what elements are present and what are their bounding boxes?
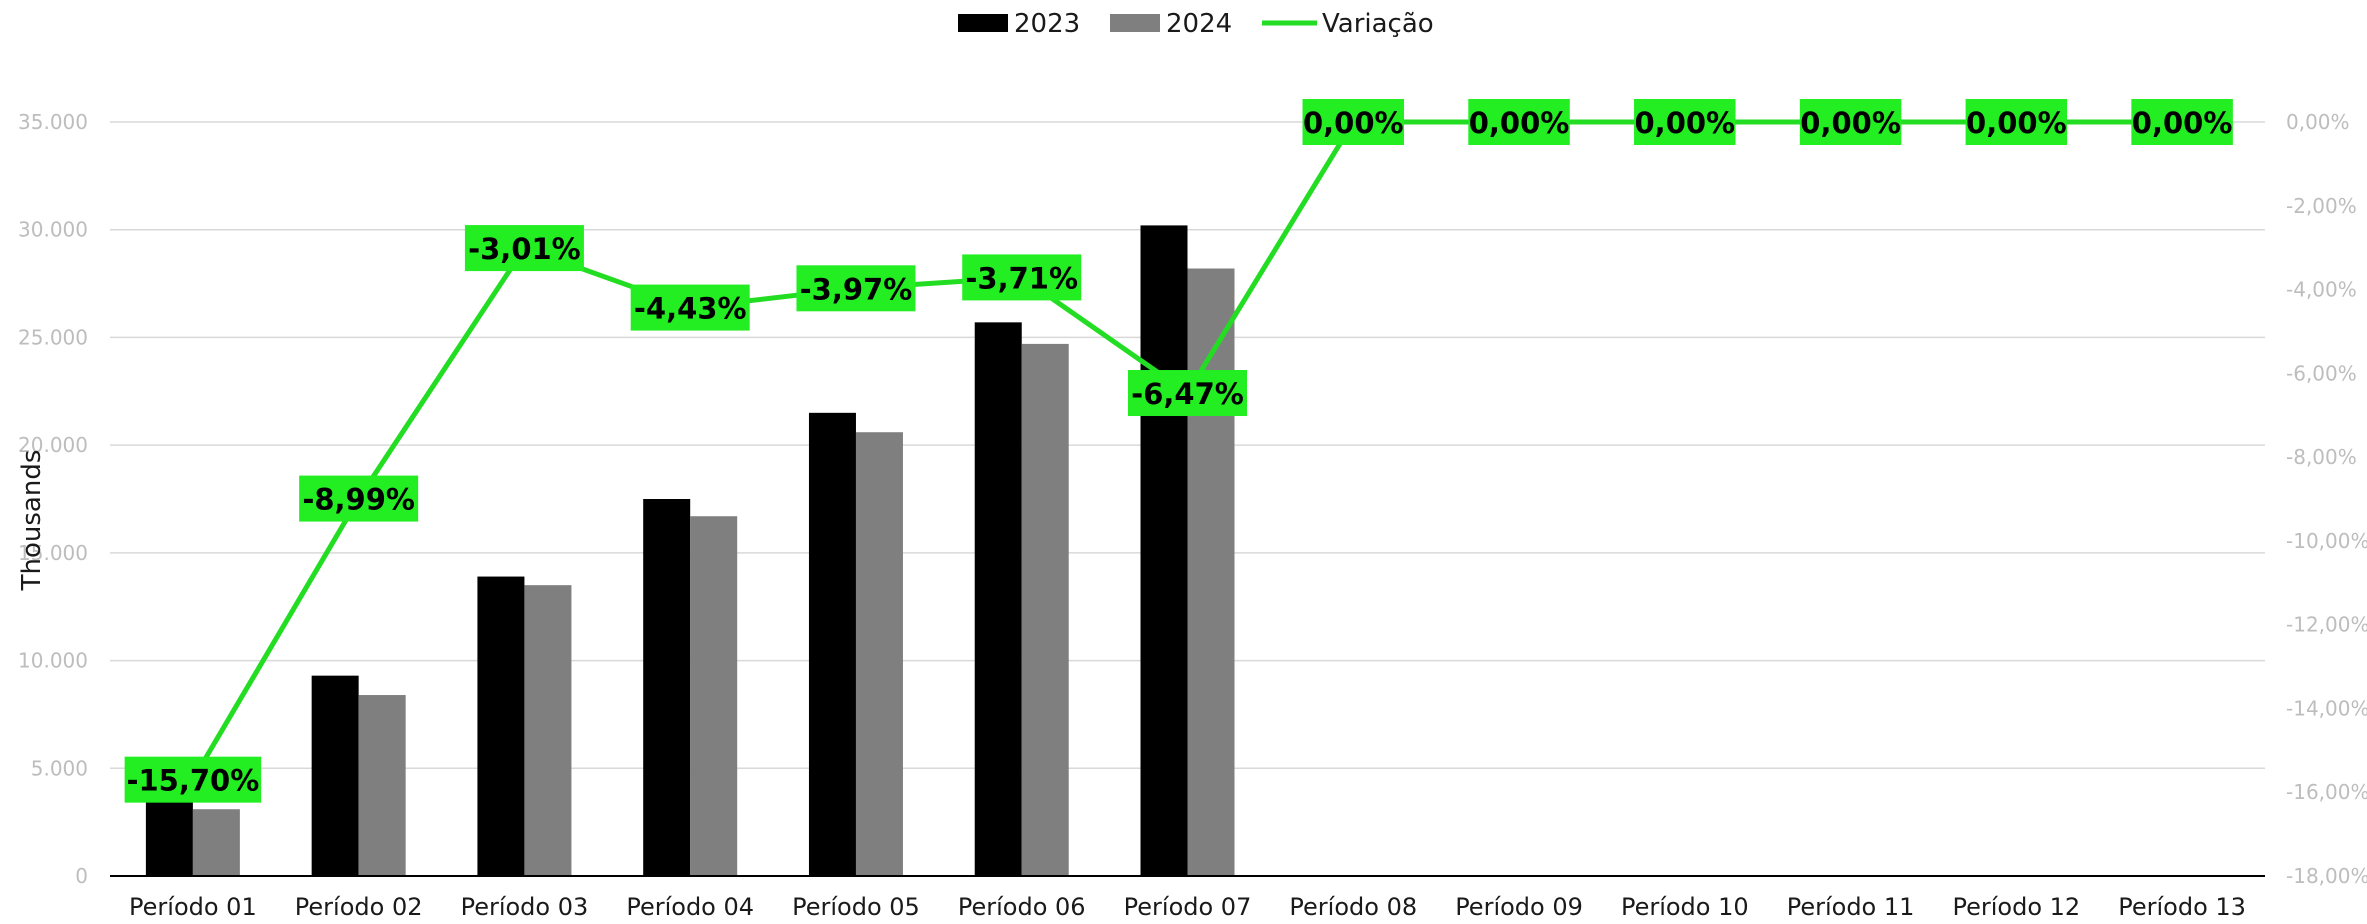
- y-tick-label: 15.000: [18, 541, 88, 565]
- data-label-box: [299, 475, 419, 522]
- data-label-box: [630, 284, 750, 331]
- data-label: -15,70%: [126, 764, 259, 798]
- data-label-box: [124, 756, 262, 803]
- bar-2023: [808, 412, 856, 876]
- data-label-box: [464, 225, 584, 272]
- y2-tick-label: -6,00%: [2286, 361, 2357, 385]
- x-tick-label: Período 10: [1621, 893, 1749, 920]
- y2-tick-label: -10,00%: [2286, 529, 2367, 553]
- x-tick-label: Período 13: [2118, 893, 2246, 920]
- data-label: 0,00%: [2132, 106, 2233, 140]
- axes: 0 5.000 10.000 15.000 20.000 25.000 30.000 35.0…: [18, 110, 2367, 921]
- y2-tick-label: -16,00%: [2286, 780, 2367, 804]
- bar-2023: [643, 499, 691, 876]
- x-tick-label: Período 01: [129, 893, 257, 920]
- bar-2024: [690, 516, 738, 876]
- bar-2023: [974, 322, 1022, 876]
- y2-tick-label: -14,00%: [2286, 696, 2367, 720]
- y-tick-label: 5.000: [31, 756, 88, 780]
- data-label: -6,47%: [1131, 377, 1244, 411]
- data-label: 0,00%: [1800, 106, 1901, 140]
- data-label: 0,00%: [1469, 106, 1570, 140]
- legend-swatch: [958, 14, 1008, 32]
- data-label-box: [1468, 99, 1570, 145]
- data-label-box: [2131, 99, 2233, 145]
- y2-tick-label: -8,00%: [2286, 445, 2357, 469]
- data-labels: -15,70% -8,99% -3,01% -4,43% -3,97% -3,71% -6,…: [124, 99, 2233, 803]
- x-tick-label: Período 04: [626, 893, 754, 920]
- y-tick-label: 0: [75, 864, 88, 888]
- x-tick-label: Período 08: [1289, 893, 1417, 920]
- data-label: -4,43%: [634, 292, 747, 326]
- data-label: 0,00%: [1966, 106, 2067, 140]
- legend: 2023 2024 Variação: [958, 9, 1434, 39]
- data-label: -8,99%: [302, 483, 415, 517]
- bar-2024: [1187, 268, 1235, 876]
- x-tick-label: Período 07: [1124, 893, 1252, 920]
- y-tick-label: 10.000: [18, 649, 88, 673]
- y2-tick-label: 0,00%: [2286, 110, 2350, 134]
- y-tick-label: 20.000: [18, 433, 88, 457]
- legend-label: Variação: [1322, 9, 1434, 39]
- y-tick-label: 25.000: [18, 325, 88, 349]
- data-label-box: [796, 265, 916, 312]
- x-tick-label: Período 12: [1953, 893, 2081, 920]
- data-label: 0,00%: [1303, 106, 1404, 140]
- data-label-box: [1128, 370, 1247, 417]
- bar-2023: [1140, 225, 1188, 877]
- bar-2024: [358, 695, 406, 876]
- data-label: -3,01%: [468, 232, 581, 266]
- x-tick-label: Período 11: [1787, 893, 1915, 920]
- bar-2023: [311, 675, 359, 876]
- bar-2024: [1021, 343, 1069, 876]
- y2-tick-label: -18,00%: [2286, 864, 2367, 888]
- x-tick-label: Período 05: [792, 893, 920, 920]
- y-axis-label: Thousands: [17, 450, 47, 592]
- bar-2023: [477, 576, 525, 876]
- data-label-box: [1302, 99, 1405, 145]
- legend-swatch: [1110, 14, 1160, 32]
- bar-2023: [145, 798, 193, 876]
- y2-tick-label: -12,00%: [2286, 613, 2367, 637]
- x-tick-label: Período 06: [958, 893, 1086, 920]
- data-label-box: [962, 254, 1082, 301]
- data-label-box: [1799, 99, 1902, 145]
- data-label-box: [1965, 99, 2068, 145]
- bar-2024: [192, 809, 240, 876]
- bar-2024: [855, 432, 903, 876]
- legend-label: 2024: [1166, 9, 1232, 39]
- data-label: -3,71%: [965, 261, 1078, 295]
- data-label: -3,97%: [800, 272, 913, 306]
- data-label: 0,00%: [1635, 106, 1736, 140]
- y2-tick-label: -2,00%: [2286, 194, 2357, 218]
- bar-2024: [524, 585, 572, 876]
- bars: [145, 225, 1235, 877]
- y2-tick-label: -4,00%: [2286, 278, 2357, 302]
- y-tick-label: 35.000: [18, 110, 88, 134]
- data-label-box: [1634, 99, 1736, 145]
- y-tick-label: 30.000: [18, 218, 88, 242]
- x-tick-label: Período 03: [461, 893, 589, 920]
- x-tick-label: Período 02: [295, 893, 423, 920]
- legend-label: 2023: [1014, 9, 1080, 39]
- x-tick-label: Período 09: [1455, 893, 1583, 920]
